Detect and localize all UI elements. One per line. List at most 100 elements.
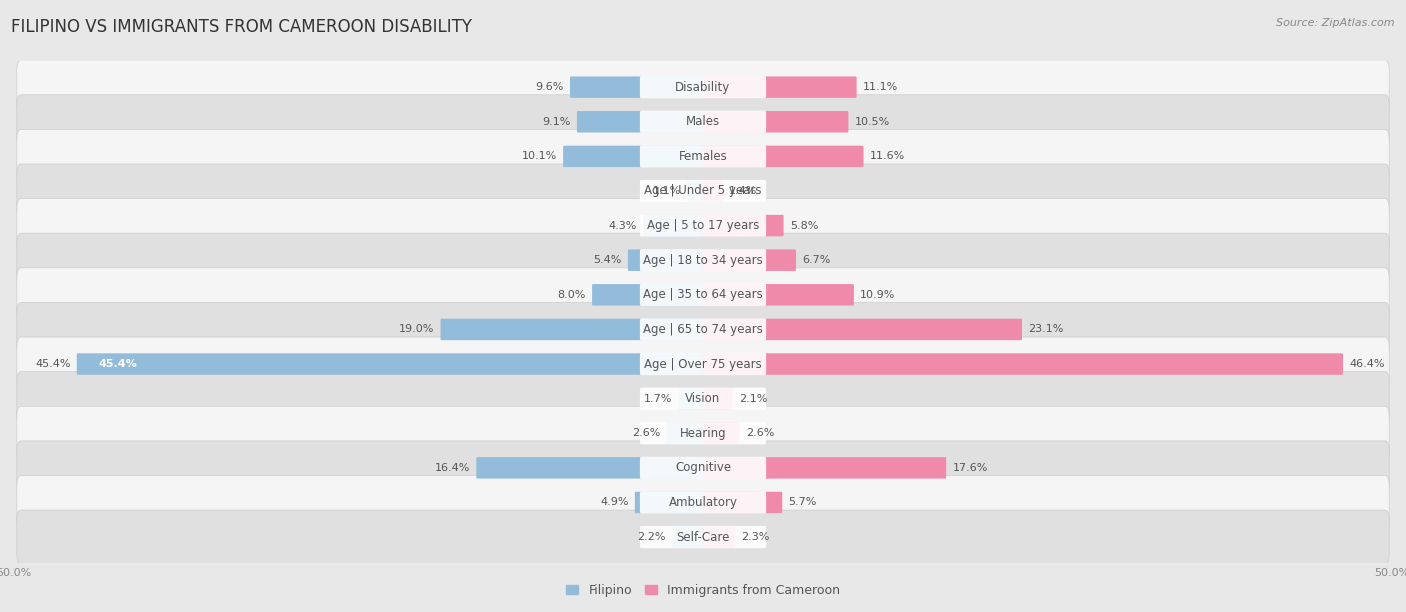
Text: Disability: Disability <box>675 81 731 94</box>
FancyBboxPatch shape <box>17 60 1389 114</box>
Legend: Filipino, Immigrants from Cameroon: Filipino, Immigrants from Cameroon <box>561 579 845 602</box>
FancyBboxPatch shape <box>640 491 766 513</box>
FancyBboxPatch shape <box>592 284 703 305</box>
FancyBboxPatch shape <box>672 526 703 548</box>
Text: 10.5%: 10.5% <box>855 117 890 127</box>
Text: 8.0%: 8.0% <box>558 290 586 300</box>
FancyBboxPatch shape <box>576 111 703 132</box>
FancyBboxPatch shape <box>564 146 703 167</box>
FancyBboxPatch shape <box>640 284 766 306</box>
Text: 4.9%: 4.9% <box>600 498 628 507</box>
FancyBboxPatch shape <box>703 146 863 167</box>
Text: Ambulatory: Ambulatory <box>668 496 738 509</box>
Text: 1.7%: 1.7% <box>644 394 672 404</box>
Text: 10.1%: 10.1% <box>522 151 557 162</box>
FancyBboxPatch shape <box>666 422 703 444</box>
Text: 23.1%: 23.1% <box>1028 324 1063 334</box>
Text: Age | 65 to 74 years: Age | 65 to 74 years <box>643 323 763 336</box>
Text: Cognitive: Cognitive <box>675 461 731 474</box>
FancyBboxPatch shape <box>17 129 1389 184</box>
FancyBboxPatch shape <box>703 388 733 409</box>
FancyBboxPatch shape <box>688 181 703 202</box>
FancyBboxPatch shape <box>703 111 848 132</box>
Text: 1.4%: 1.4% <box>730 186 758 196</box>
Text: 9.1%: 9.1% <box>543 117 571 127</box>
Text: Females: Females <box>679 150 727 163</box>
FancyBboxPatch shape <box>634 492 703 513</box>
FancyBboxPatch shape <box>679 388 703 409</box>
FancyBboxPatch shape <box>703 319 1022 340</box>
FancyBboxPatch shape <box>640 318 766 340</box>
FancyBboxPatch shape <box>17 441 1389 495</box>
FancyBboxPatch shape <box>17 164 1389 218</box>
FancyBboxPatch shape <box>17 510 1389 564</box>
FancyBboxPatch shape <box>77 353 703 375</box>
Text: Age | Under 5 years: Age | Under 5 years <box>644 184 762 198</box>
FancyBboxPatch shape <box>643 215 703 236</box>
Text: 6.7%: 6.7% <box>803 255 831 265</box>
Text: 2.6%: 2.6% <box>631 428 661 438</box>
Text: 16.4%: 16.4% <box>434 463 470 473</box>
Text: Age | 35 to 64 years: Age | 35 to 64 years <box>643 288 763 301</box>
FancyBboxPatch shape <box>569 76 703 98</box>
FancyBboxPatch shape <box>703 353 1343 375</box>
FancyBboxPatch shape <box>17 95 1389 149</box>
Text: 5.4%: 5.4% <box>593 255 621 265</box>
FancyBboxPatch shape <box>640 145 766 168</box>
FancyBboxPatch shape <box>703 526 735 548</box>
Text: Hearing: Hearing <box>679 427 727 440</box>
FancyBboxPatch shape <box>17 337 1389 391</box>
Text: 11.6%: 11.6% <box>870 151 905 162</box>
FancyBboxPatch shape <box>440 319 703 340</box>
Text: 45.4%: 45.4% <box>35 359 70 369</box>
FancyBboxPatch shape <box>640 249 766 271</box>
Text: Vision: Vision <box>685 392 721 405</box>
Text: 9.6%: 9.6% <box>536 82 564 92</box>
FancyBboxPatch shape <box>640 111 766 133</box>
FancyBboxPatch shape <box>640 215 766 237</box>
Text: Age | Over 75 years: Age | Over 75 years <box>644 357 762 370</box>
FancyBboxPatch shape <box>703 284 853 305</box>
FancyBboxPatch shape <box>640 387 766 409</box>
Text: 2.1%: 2.1% <box>738 394 768 404</box>
Text: 5.8%: 5.8% <box>790 220 818 231</box>
FancyBboxPatch shape <box>640 76 766 99</box>
Text: 5.7%: 5.7% <box>789 498 817 507</box>
Text: 1.1%: 1.1% <box>652 186 681 196</box>
Text: 2.2%: 2.2% <box>637 532 666 542</box>
Text: Source: ZipAtlas.com: Source: ZipAtlas.com <box>1277 18 1395 28</box>
FancyBboxPatch shape <box>17 406 1389 460</box>
FancyBboxPatch shape <box>703 215 783 236</box>
Text: 2.6%: 2.6% <box>745 428 775 438</box>
FancyBboxPatch shape <box>703 76 856 98</box>
Text: 19.0%: 19.0% <box>399 324 434 334</box>
Text: FILIPINO VS IMMIGRANTS FROM CAMEROON DISABILITY: FILIPINO VS IMMIGRANTS FROM CAMEROON DIS… <box>11 18 472 36</box>
FancyBboxPatch shape <box>17 476 1389 529</box>
FancyBboxPatch shape <box>640 526 766 548</box>
Text: Age | 5 to 17 years: Age | 5 to 17 years <box>647 219 759 232</box>
Text: 10.9%: 10.9% <box>860 290 896 300</box>
Text: 11.1%: 11.1% <box>863 82 898 92</box>
Text: Self-Care: Self-Care <box>676 531 730 543</box>
FancyBboxPatch shape <box>703 250 796 271</box>
FancyBboxPatch shape <box>17 371 1389 425</box>
Text: 46.4%: 46.4% <box>1350 359 1385 369</box>
FancyBboxPatch shape <box>477 457 703 479</box>
Text: 17.6%: 17.6% <box>952 463 988 473</box>
FancyBboxPatch shape <box>628 250 703 271</box>
Text: 2.3%: 2.3% <box>741 532 770 542</box>
Text: 4.3%: 4.3% <box>609 220 637 231</box>
FancyBboxPatch shape <box>640 457 766 479</box>
FancyBboxPatch shape <box>640 353 766 375</box>
FancyBboxPatch shape <box>17 302 1389 356</box>
FancyBboxPatch shape <box>640 180 766 202</box>
FancyBboxPatch shape <box>17 233 1389 287</box>
Text: 45.4%: 45.4% <box>98 359 136 369</box>
FancyBboxPatch shape <box>703 492 782 513</box>
FancyBboxPatch shape <box>17 199 1389 253</box>
Text: Age | 18 to 34 years: Age | 18 to 34 years <box>643 254 763 267</box>
Text: Males: Males <box>686 115 720 129</box>
FancyBboxPatch shape <box>703 457 946 479</box>
FancyBboxPatch shape <box>640 422 766 444</box>
FancyBboxPatch shape <box>703 181 723 202</box>
